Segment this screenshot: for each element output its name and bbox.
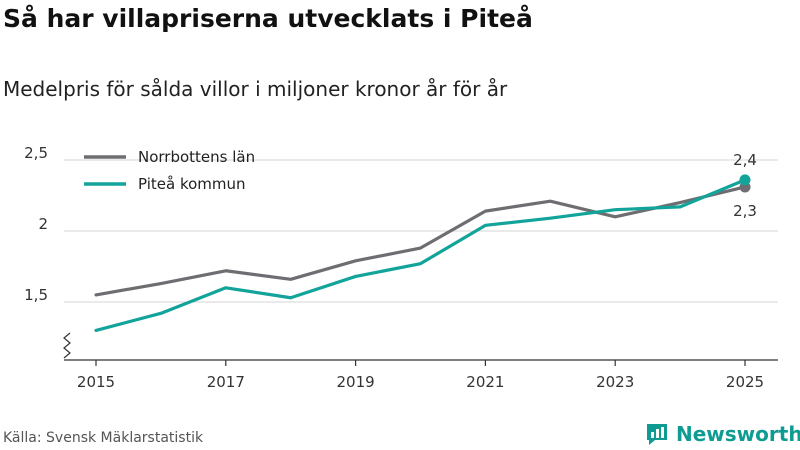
x-tick-label: 2023 [596,373,634,391]
series-lines [94,174,751,332]
x-tick-label: 2017 [207,373,245,391]
end-labels: 2,3 2,4 [733,151,757,220]
legend-label-pite-kommun: Piteå kommun [138,175,246,193]
chart-subtitle: Medelpris för sålda villor i miljoner kr… [3,77,508,101]
brand-name: Newsworthy [676,422,800,446]
end-label-norrbottens-l-n: 2,3 [733,202,757,220]
end-point-pite-kommun [739,174,751,186]
x-tick-label: 2015 [77,373,115,391]
axis-break-icon [63,332,71,359]
y-tick-label: 1,5 [24,286,48,304]
y-tick-labels: 1,5 2 2,5 [24,144,48,304]
series-line-pite-kommun [94,178,747,332]
series-line-norrbottens-l-n [94,185,747,297]
source-note: Källa: Svensk Mäklarstatistik [3,430,204,446]
legend-label-norrbottens-l-n: Norrbottens län [138,148,255,166]
x-tick-label: 2021 [466,373,504,391]
gridlines [64,159,778,303]
x-axis: 2015 2017 2019 2021 2023 2025 [63,332,778,391]
x-tick-label: 2025 [726,373,764,391]
legend: Norrbottens län Piteå kommun [84,148,255,193]
brand-logo[interactable]: Newsworthy [644,420,800,448]
y-tick-label: 2,5 [24,144,48,162]
newsworthy-logo-icon [647,424,667,445]
line-chart: 1,5 2 2,5 2015 2017 2019 2021 2023 2025 Norrbot… [24,144,778,391]
y-tick-label: 2 [38,215,48,233]
x-tick-label: 2019 [337,373,375,391]
chart-title: Så har villapriserna utvecklats i Piteå [3,4,533,33]
end-label-pite-kommun: 2,4 [733,151,757,169]
